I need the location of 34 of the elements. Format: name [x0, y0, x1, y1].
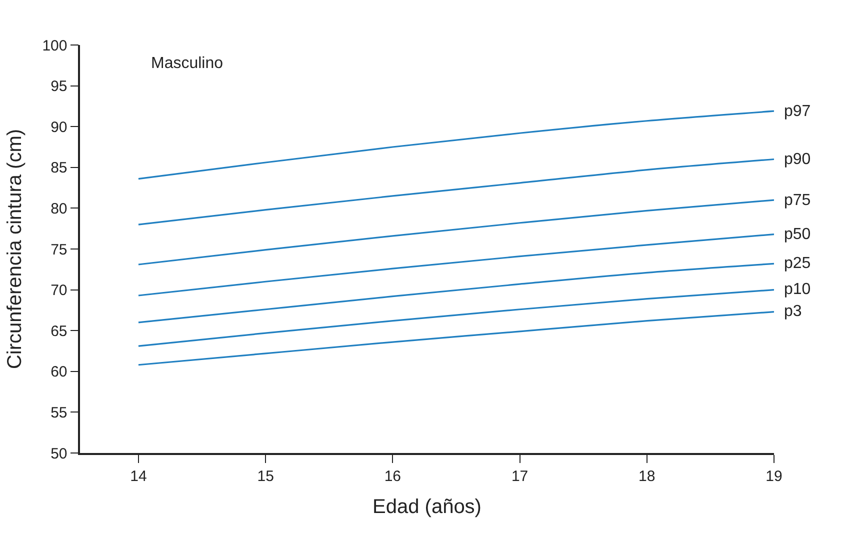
series-label: p90 — [784, 151, 811, 168]
x-axis-title: Edad (años) — [372, 496, 482, 518]
y-tick-label: 85 — [50, 160, 68, 177]
y-tick-label: 100 — [42, 37, 68, 54]
series-label: p50 — [784, 226, 811, 243]
x-tick-label: 14 — [130, 468, 147, 485]
x-tick-label: 17 — [511, 468, 528, 485]
x-tick-label: 15 — [257, 468, 274, 485]
y-tick-label: 90 — [50, 118, 68, 136]
y-tick-label: 70 — [50, 282, 68, 300]
series-label: p25 — [784, 255, 811, 272]
y-axis-title: Circunferencia cintura (cm) — [4, 128, 26, 370]
line-series — [138, 311, 774, 366]
series-label: p3 — [784, 303, 802, 320]
line-series — [138, 199, 774, 266]
y-tick-label: 60 — [50, 364, 68, 381]
line-series — [138, 110, 774, 180]
x-tick-label: 19 — [766, 468, 782, 485]
series-label: p97 — [784, 103, 811, 120]
y-tick-label: 80 — [50, 200, 68, 218]
line-series — [138, 262, 774, 324]
line-series — [138, 234, 774, 296]
y-tick-label: 55 — [50, 404, 68, 422]
series-label: p75 — [784, 192, 811, 209]
line-series — [138, 289, 774, 347]
x-tick-label: 16 — [384, 468, 402, 485]
y-tick-label: 65 — [50, 322, 68, 340]
y-tick-label: 50 — [50, 445, 68, 462]
y-tick-label: 95 — [50, 78, 68, 96]
annotation: Masculino — [151, 55, 224, 72]
series-label: p10 — [784, 281, 811, 298]
x-tick-label: 18 — [638, 468, 656, 485]
y-tick-label: 75 — [50, 241, 68, 258]
line-series — [138, 158, 774, 226]
